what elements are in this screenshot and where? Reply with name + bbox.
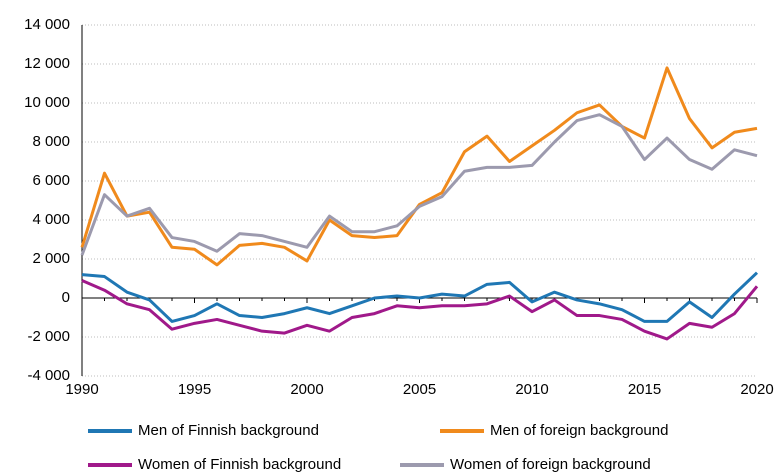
y-tick-label: 12 000 [24, 55, 70, 72]
series-line [81, 279, 759, 341]
y-tick-label: -2 000 [27, 328, 70, 345]
y-tick-label: 6 000 [32, 172, 70, 189]
y-tick-label: 14 000 [24, 16, 70, 33]
y-tick-label: 0 [62, 289, 70, 306]
legend-label: Men of Finnish background [138, 422, 319, 439]
series-line [80, 113, 758, 256]
series-line [81, 271, 759, 323]
y-tick-label: 10 000 [24, 94, 70, 111]
y-tick-label: 4 000 [32, 211, 70, 228]
x-tick-label: 2010 [515, 381, 548, 398]
x-tick-label: 2000 [290, 381, 323, 398]
x-tick-label: 2020 [740, 381, 773, 398]
legend-label: Women of Finnish background [138, 456, 341, 472]
legend-label: Women of foreign background [450, 456, 651, 472]
x-tick-label: 1995 [178, 381, 211, 398]
x-tick-label: 1990 [65, 381, 98, 398]
legend-label: Men of foreign background [490, 422, 668, 439]
y-tick-label: 2 000 [32, 250, 70, 267]
x-tick-label: 2005 [403, 381, 436, 398]
series-line [80, 66, 758, 267]
x-tick-label: 2015 [628, 381, 661, 398]
y-tick-label: 8 000 [32, 133, 70, 150]
y-tick-label: -4 000 [27, 367, 70, 384]
